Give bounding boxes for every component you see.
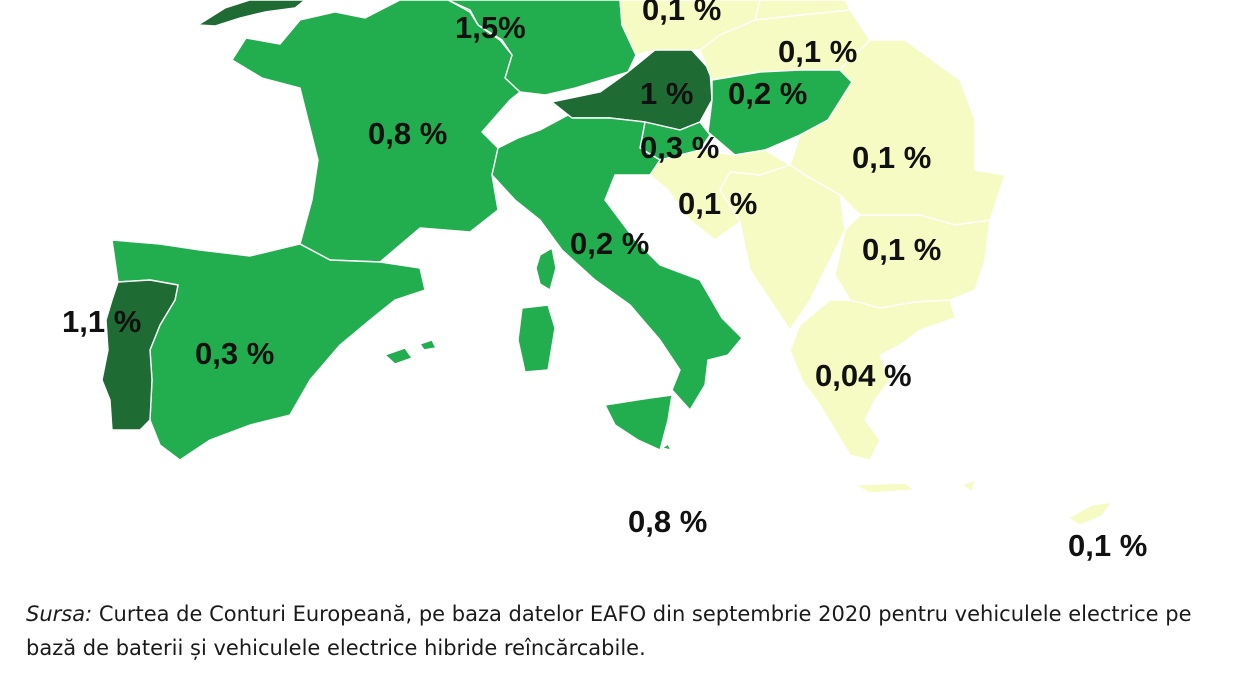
label-greece: 0,04 %	[815, 358, 912, 393]
label-italy: 0,2 %	[570, 226, 649, 261]
region-balearics	[384, 347, 413, 365]
label-slovakia: 0,1 %	[778, 34, 857, 69]
label-czechia: 0,1 %	[642, 0, 721, 27]
region-malta	[661, 443, 672, 451]
label-france: 0,8 %	[368, 116, 447, 151]
region-greece-island	[961, 479, 976, 493]
region-sardinia	[517, 304, 556, 373]
label-romania: 0,1 %	[852, 140, 931, 175]
source-label: Sursa:	[26, 602, 93, 626]
region-greece	[789, 299, 956, 461]
region-france	[231, 0, 521, 263]
region-sicily	[604, 394, 673, 451]
region-portugal	[101, 279, 179, 431]
region-cyprus	[1067, 501, 1113, 526]
label-cyprus: 0,1 %	[1068, 528, 1147, 563]
label-portugal: 1,1 %	[62, 304, 141, 339]
region-italy	[491, 114, 743, 411]
label-spain: 0,3 %	[195, 336, 274, 371]
label-germany: 1,5%	[455, 10, 526, 45]
source-caption: Sursa: Curtea de Conturi Europeană, pe b…	[26, 597, 1216, 665]
region-poland	[754, 0, 851, 21]
region-uk	[197, 0, 306, 27]
map: 0,1 % 1,5% 0,1 % 1 % 0,2 % 0,8 % 0,3 % 0…	[62, 0, 1147, 563]
region-greece-crete	[854, 482, 916, 494]
label-croatia: 0,1 %	[678, 186, 757, 221]
label-bulgaria: 0,1 %	[862, 232, 941, 267]
region-balearics-2	[419, 339, 437, 351]
source-text: Curtea de Conturi Europeană, pe baza dat…	[26, 602, 1192, 660]
label-hungary: 0,2 %	[728, 76, 807, 111]
label-austria: 1 %	[640, 76, 693, 111]
label-slovenia: 0,3 %	[640, 130, 719, 165]
region-balkans	[719, 164, 846, 331]
region-corsica	[535, 247, 557, 291]
label-malta: 0,8 %	[628, 504, 707, 539]
